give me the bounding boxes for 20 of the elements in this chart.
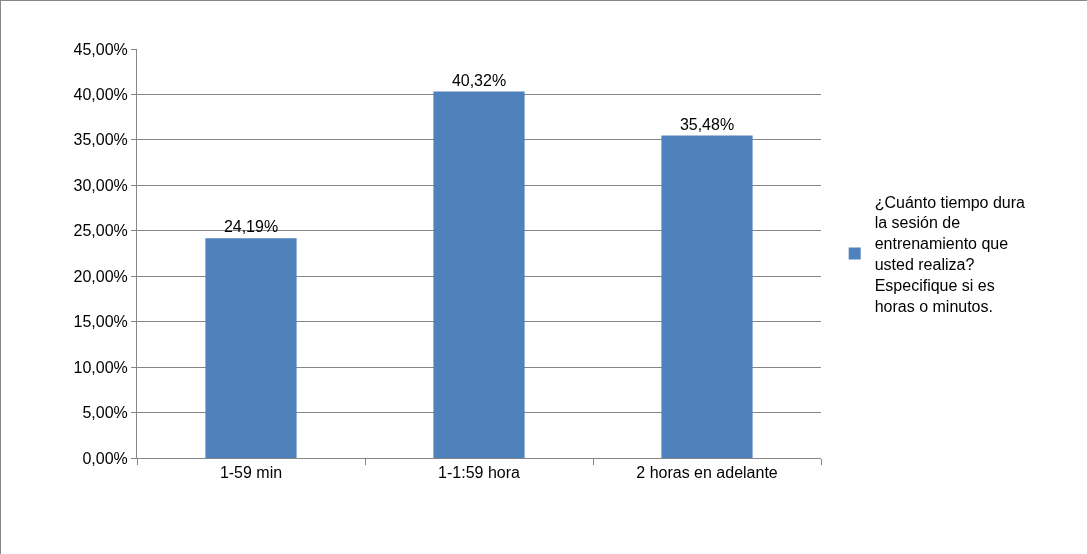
y-tick-label: 10,00% [73, 358, 128, 376]
data-label: 40,32% [451, 71, 507, 89]
data-label: 35,48% [679, 115, 735, 133]
data-label: 24,19% [223, 218, 279, 236]
x-tick-label: 1-59 min [219, 464, 283, 482]
y-tick-label: 25,00% [73, 222, 128, 240]
bar [205, 238, 297, 458]
x-tick-label: 2 horas en adelante [636, 464, 778, 482]
bar [661, 135, 753, 458]
y-tick-label: 35,00% [73, 131, 128, 149]
y-tick-label: 20,00% [73, 267, 128, 285]
y-tick-label: 45,00% [73, 40, 128, 58]
y-tick-label: 5,00% [82, 404, 128, 422]
legend-label: ¿Cuánto tiempo dura la sesión de entrenamiento que usted realiza? Especifique si es horas o minutos. [874, 193, 1026, 315]
bar [433, 91, 525, 458]
y-tick-label: 0,00% [82, 449, 128, 467]
y-tick-label: 15,00% [73, 313, 128, 331]
y-tick-label: 30,00% [73, 176, 128, 194]
x-tick-label: 1-1:59 hora [438, 464, 521, 482]
y-tick-label: 40,00% [73, 86, 128, 104]
